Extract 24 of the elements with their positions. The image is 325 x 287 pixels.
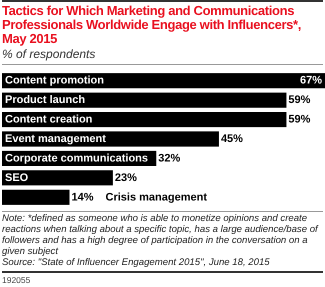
y-tick-label: SEO <box>5 172 29 184</box>
bar <box>2 112 286 128</box>
data-label: 59% <box>288 114 311 126</box>
chart-title: Tactics for Which Marketing and Communications Professionals Worldwide Engage with Influencers*, May 2015 <box>1 2 302 46</box>
y-tick-label: Corporate communications <box>5 152 148 164</box>
bar <box>2 73 325 88</box>
bar <box>2 92 286 108</box>
bar <box>2 170 113 186</box>
y-tick-label: Content promotion <box>5 74 104 87</box>
data-label: 32% <box>158 152 181 164</box>
text: Note: *defined as someone who is able to monetize opinions and create reactions when talking about a specific topic, has a large audience/base of followers and has a high degree of participation in the conversation on a given subject <box>1 213 320 257</box>
y-tick-label: Crisis management <box>106 191 208 204</box>
data-label: 45% <box>220 133 244 146</box>
data-label: 14% <box>71 191 94 204</box>
y-tick-label: Event management <box>5 133 106 146</box>
data-label: 23% <box>114 172 138 184</box>
bar <box>2 190 70 205</box>
chart-subtitle: % of respondents <box>1 46 96 63</box>
source-note: Source: "State of Influencer Engagement 2015", June 18, 2015 <box>1 257 271 268</box>
text: 192055 <box>1 275 32 285</box>
y-tick-label: Product launch <box>5 94 86 106</box>
data-label: 59% <box>288 94 311 106</box>
y-tick-label: Content creation <box>5 114 93 126</box>
data-label: 67% <box>300 74 322 87</box>
